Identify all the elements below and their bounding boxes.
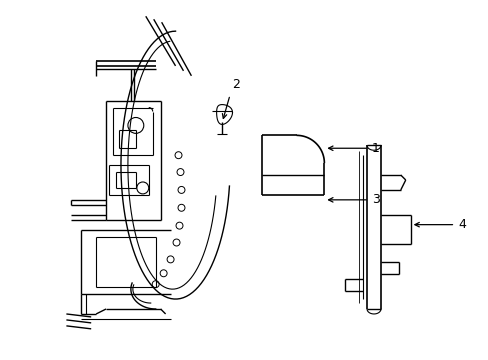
Text: 2: 2	[232, 78, 240, 91]
Text: 1: 1	[371, 142, 379, 155]
Text: 4: 4	[457, 218, 465, 231]
Text: 3: 3	[371, 193, 379, 206]
